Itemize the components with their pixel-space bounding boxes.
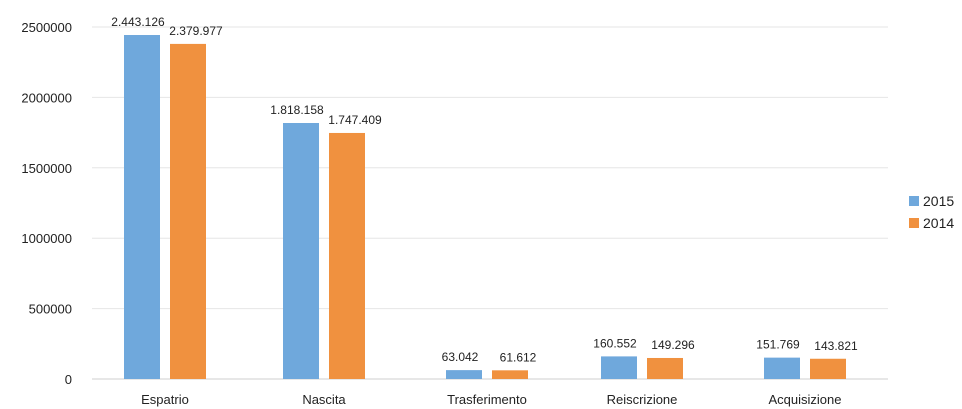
data-label-2014-espatrio: 2.379.977: [169, 24, 223, 38]
x-axis: Espatrio Nascita Trasferimento Reiscrizione…: [141, 392, 841, 407]
x-tick-label-acquisizione: Acquisizione: [769, 392, 842, 407]
data-label-2015-nascita: 1.818.158: [270, 103, 324, 117]
bar-2015-espatrio: [124, 35, 160, 379]
data-label-2015-acquisizione: 151.769: [756, 338, 800, 352]
bar-2014-trasferimento: [492, 370, 528, 379]
legend-label-2014: 2014: [923, 215, 954, 231]
data-label-2014-reiscrizione: 149.296: [651, 338, 695, 352]
bar-2014-acquisizione: [810, 358, 846, 379]
y-tick-label: 1000000: [21, 231, 72, 246]
y-tick-label: 500000: [29, 302, 72, 317]
y-tick-label: 1500000: [21, 161, 72, 176]
legend-label-2015: 2015: [923, 193, 954, 209]
data-label-2014-nascita: 1.747.409: [328, 113, 382, 127]
bar-2014-espatrio: [170, 43, 206, 380]
bar-2014-nascita: [329, 132, 365, 379]
gridlines: [92, 26, 888, 380]
data-label-2014-trasferimento: 61.612: [500, 350, 537, 364]
bars: [124, 35, 846, 380]
data-label-2015-espatrio: 2.443.126: [111, 15, 165, 29]
y-tick-label: 0: [65, 372, 72, 387]
bar-2014-reiscrizione: [647, 357, 683, 379]
data-label-2015-trasferimento: 63.042: [442, 350, 479, 364]
bar-2015-nascita: [283, 123, 319, 379]
x-tick-label-espatrio: Espatrio: [141, 392, 189, 407]
y-tick-label: 2500000: [21, 20, 72, 35]
y-axis: 0 500000 1000000 1500000 2000000 2500000: [21, 20, 72, 387]
legend: 2015 2014: [909, 193, 954, 231]
x-tick-label-nascita: Nascita: [302, 392, 346, 407]
bar-2015-acquisizione: [764, 357, 800, 379]
x-tick-label-trasferimento: Trasferimento: [447, 392, 527, 407]
legend-swatch-2014: [909, 218, 919, 228]
legend-swatch-2015: [909, 196, 919, 206]
bar-2015-trasferimento: [446, 370, 482, 379]
data-label-2014-acquisizione: 143.821: [814, 339, 858, 353]
data-labels: 2.443.126 2.379.977 1.818.158 1.747.409 63.0…: [111, 15, 858, 364]
x-tick-label-reiscrizione: Reiscrizione: [607, 392, 678, 407]
bar-2015-reiscrizione: [601, 356, 637, 379]
y-tick-label: 2000000: [21, 90, 72, 105]
data-label-2015-reiscrizione: 160.552: [593, 336, 637, 350]
